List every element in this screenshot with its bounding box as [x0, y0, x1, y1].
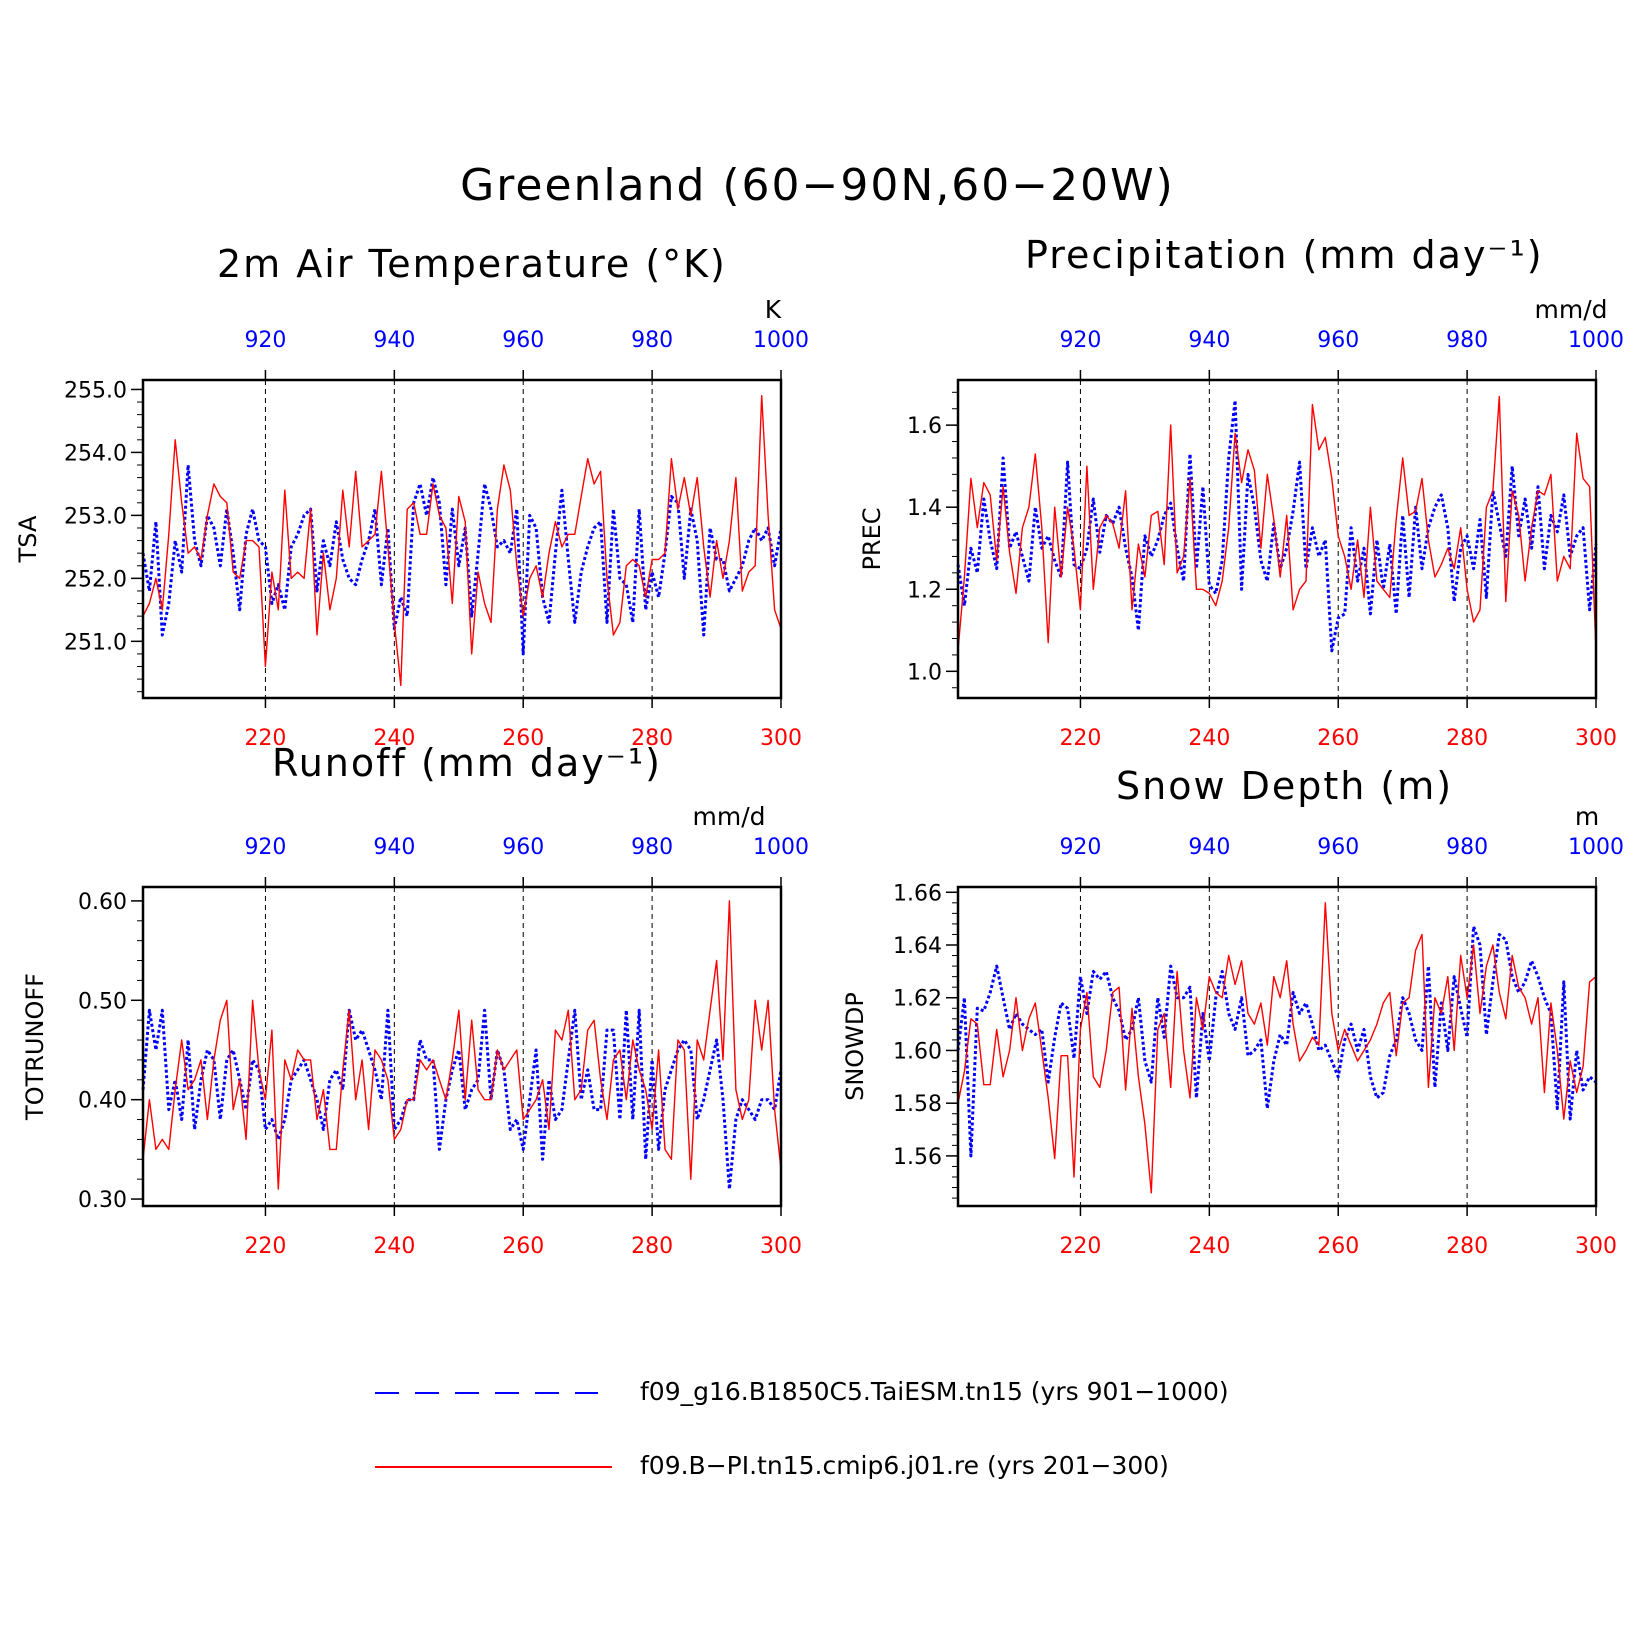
x-top-tick-label-runoff: 980 — [631, 835, 673, 860]
x-top-tick-label-runoff: 960 — [502, 835, 544, 860]
panel-title-prec: Precipitation (mm day⁻¹) — [1025, 233, 1544, 277]
panel-title-tsa: 2m Air Temperature (°K) — [217, 242, 727, 286]
y-tick-label-tsa: 254.0 — [64, 441, 127, 466]
x-top-tick-label-runoff: 1000 — [753, 835, 809, 860]
plot-frame-runoff — [141, 885, 783, 1208]
x-bottom-tick-label-snowdp: 220 — [1059, 1234, 1101, 1259]
units-label-prec: mm/d — [1535, 295, 1608, 324]
series-line-taiesm-snowdp — [956, 925, 1597, 1158]
panel-title-snowdp: Snow Depth (m) — [1116, 764, 1454, 808]
x-bottom-tick-label-snowdp: 300 — [1575, 1234, 1617, 1259]
x-bottom-tick-label-runoff: 220 — [244, 1234, 286, 1259]
x-bottom-tick-label-tsa: 240 — [373, 726, 415, 751]
x-top-tick-label-prec: 920 — [1059, 328, 1101, 353]
y-tick-label-snowdp: 1.60 — [893, 1039, 942, 1064]
y-tick-label-tsa: 251.0 — [64, 630, 127, 655]
y-tick-label-snowdp: 1.58 — [893, 1092, 942, 1117]
x-bottom-tick-label-prec: 280 — [1446, 726, 1488, 751]
x-bottom-tick-label-tsa: 280 — [631, 726, 673, 751]
x-top-tick-label-tsa: 960 — [502, 328, 544, 353]
x-top-tick-label-tsa: 1000 — [753, 328, 809, 353]
x-top-tick-label-prec: 940 — [1188, 328, 1230, 353]
y-tick-label-snowdp: 1.56 — [893, 1145, 942, 1170]
y-axis-label-runoff: TOTRUNOFF — [21, 973, 49, 1121]
y-tick-label-prec: 1.2 — [907, 578, 942, 603]
legend-label-taiesm: f09_g16.B1850C5.TaiESM.tn15 (yrs 901−100… — [640, 1377, 1229, 1406]
y-tick-label-tsa: 253.0 — [64, 504, 127, 529]
x-bottom-tick-label-tsa: 300 — [760, 726, 802, 751]
y-tick-label-snowdp: 1.64 — [893, 934, 942, 959]
x-bottom-tick-label-tsa: 220 — [244, 726, 286, 751]
plot-frame-prec — [956, 378, 1598, 700]
y-tick-label-tsa: 255.0 — [64, 378, 127, 403]
series-line-cmip6-runoff — [142, 900, 782, 1190]
plot-frame-snowdp — [956, 885, 1598, 1208]
y-tick-label-runoff: 0.60 — [78, 890, 127, 915]
y-axis-label-prec: PREC — [858, 507, 886, 570]
series-line-cmip6-snowdp — [957, 902, 1597, 1194]
units-label-tsa: K — [765, 295, 782, 324]
units-label-snowdp: m — [1575, 802, 1599, 831]
x-top-tick-label-tsa: 920 — [244, 328, 286, 353]
x-bottom-tick-label-runoff: 260 — [502, 1234, 544, 1259]
y-tick-label-snowdp: 1.66 — [893, 881, 942, 906]
x-bottom-tick-label-runoff: 300 — [760, 1234, 802, 1259]
legend-label-cmip6: f09.B−PI.tn15.cmip6.j01.re (yrs 201−300) — [640, 1451, 1169, 1480]
y-axis-label-tsa: TSA — [14, 515, 42, 563]
x-bottom-tick-label-prec: 300 — [1575, 726, 1617, 751]
x-bottom-tick-label-snowdp: 240 — [1188, 1234, 1230, 1259]
x-bottom-tick-label-snowdp: 280 — [1446, 1234, 1488, 1259]
y-tick-label-runoff: 0.50 — [78, 989, 127, 1014]
y-tick-label-prec: 1.0 — [907, 660, 942, 685]
series-line-cmip6-prec — [957, 395, 1597, 651]
x-top-tick-label-prec: 960 — [1317, 328, 1359, 353]
x-top-tick-label-prec: 980 — [1446, 328, 1488, 353]
x-bottom-tick-label-prec: 240 — [1188, 726, 1230, 751]
panel-title-runoff: Runoff (mm day⁻¹) — [272, 741, 662, 785]
x-top-tick-label-tsa: 980 — [631, 328, 673, 353]
plot-frame-tsa — [141, 378, 783, 700]
x-top-tick-label-runoff: 940 — [373, 835, 415, 860]
y-tick-label-snowdp: 1.62 — [893, 987, 942, 1012]
y-tick-label-runoff: 0.40 — [78, 1089, 127, 1114]
x-top-tick-label-snowdp: 940 — [1188, 835, 1230, 860]
y-tick-label-runoff: 0.30 — [78, 1188, 127, 1213]
x-top-tick-label-runoff: 920 — [244, 835, 286, 860]
units-label-runoff: mm/d — [693, 802, 766, 831]
series-line-taiesm-runoff — [141, 1008, 783, 1191]
y-tick-label-prec: 1.6 — [907, 414, 942, 439]
x-bottom-tick-label-tsa: 260 — [502, 726, 544, 751]
figure-title: Greenland (60−90N,60−20W) — [460, 160, 1175, 211]
x-bottom-tick-label-runoff: 240 — [373, 1234, 415, 1259]
series-line-taiesm-tsa — [141, 463, 783, 656]
x-bottom-tick-label-prec: 220 — [1059, 726, 1101, 751]
x-top-tick-label-tsa: 940 — [373, 328, 415, 353]
x-bottom-tick-label-runoff: 280 — [631, 1234, 673, 1259]
x-bottom-tick-label-snowdp: 260 — [1317, 1234, 1359, 1259]
x-bottom-tick-label-prec: 260 — [1317, 726, 1359, 751]
x-top-tick-label-snowdp: 980 — [1446, 835, 1488, 860]
y-tick-label-prec: 1.4 — [907, 496, 942, 521]
y-tick-label-tsa: 252.0 — [64, 567, 127, 592]
x-top-tick-label-snowdp: 960 — [1317, 835, 1359, 860]
y-axis-label-snowdp: SNOWDP — [841, 992, 869, 1101]
x-top-tick-label-snowdp: 1000 — [1568, 835, 1624, 860]
x-top-tick-label-prec: 1000 — [1568, 328, 1624, 353]
series-line-cmip6-tsa — [142, 395, 782, 687]
x-top-tick-label-snowdp: 920 — [1059, 835, 1101, 860]
